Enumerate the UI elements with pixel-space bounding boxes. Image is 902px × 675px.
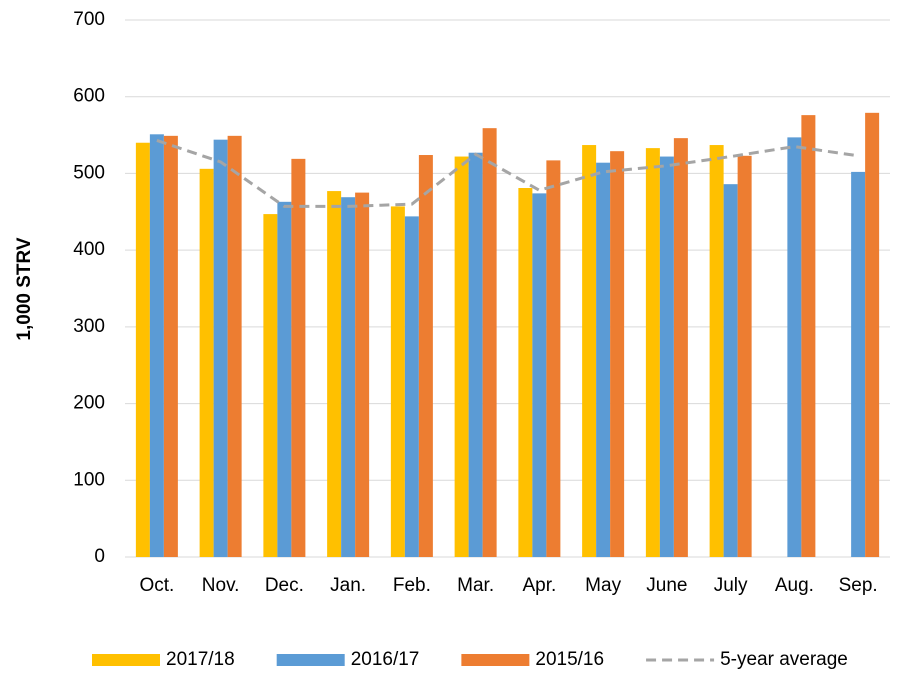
y-tick-label: 600	[73, 86, 105, 107]
bar	[404, 216, 419, 558]
bar	[291, 158, 306, 558]
bar	[327, 191, 342, 557]
bar	[673, 138, 688, 557]
bar	[546, 160, 561, 557]
bar	[454, 156, 469, 557]
x-tick-label: Apr.	[522, 575, 556, 596]
x-tick-label: Oct.	[139, 575, 174, 596]
y-tick-label: 500	[73, 162, 105, 183]
bar	[263, 214, 278, 557]
bar	[355, 192, 370, 557]
legend-label: 2016/17	[351, 649, 420, 670]
bar	[390, 206, 405, 557]
x-tick-label: Nov.	[202, 575, 240, 596]
bar	[199, 168, 214, 557]
bar	[163, 135, 178, 558]
bar	[341, 197, 356, 557]
bar	[709, 145, 724, 557]
legend-swatch	[461, 654, 530, 666]
bar	[418, 155, 433, 557]
bar	[851, 171, 866, 557]
bar	[468, 152, 483, 558]
x-tick-label: July	[714, 575, 748, 596]
y-tick-label: 100	[73, 469, 105, 490]
bar	[135, 142, 150, 557]
bar	[213, 139, 228, 557]
bar	[532, 193, 547, 558]
bar	[737, 155, 752, 557]
y-tick-label: 0	[94, 546, 105, 567]
legend-label: 5-year average	[720, 649, 848, 670]
x-tick-label: Mar.	[457, 575, 494, 596]
x-tick-label: Dec.	[265, 575, 304, 596]
bar	[645, 148, 660, 557]
x-tick-label: June	[646, 575, 687, 596]
bar	[277, 201, 292, 557]
bar	[787, 137, 802, 557]
bar	[149, 134, 164, 557]
x-tick-label: Feb.	[393, 575, 431, 596]
bar	[596, 162, 611, 557]
bar	[865, 112, 880, 558]
bar	[723, 184, 738, 557]
bar	[482, 128, 497, 557]
average-line	[156, 139, 859, 208]
bar	[518, 188, 533, 558]
y-tick-label: 200	[73, 393, 105, 414]
bar	[610, 151, 625, 557]
y-tick-label: 300	[73, 316, 105, 337]
y-tick-label: 400	[73, 239, 105, 260]
y-tick-label: 700	[73, 9, 105, 30]
x-tick-label: Sep.	[839, 575, 878, 596]
bar	[582, 145, 597, 557]
legend-swatch	[92, 654, 160, 666]
legend-label: 2015/16	[535, 649, 604, 670]
x-tick-label: Aug.	[775, 575, 814, 596]
x-tick-label: May	[585, 575, 621, 596]
legend-label: 2017/18	[166, 649, 235, 670]
legend-swatch	[276, 654, 345, 666]
bar	[227, 135, 242, 558]
bar	[659, 156, 674, 557]
y-axis-label: 1,000 STRV	[14, 237, 35, 340]
bar	[801, 115, 816, 557]
x-tick-label: Jan.	[330, 575, 366, 596]
